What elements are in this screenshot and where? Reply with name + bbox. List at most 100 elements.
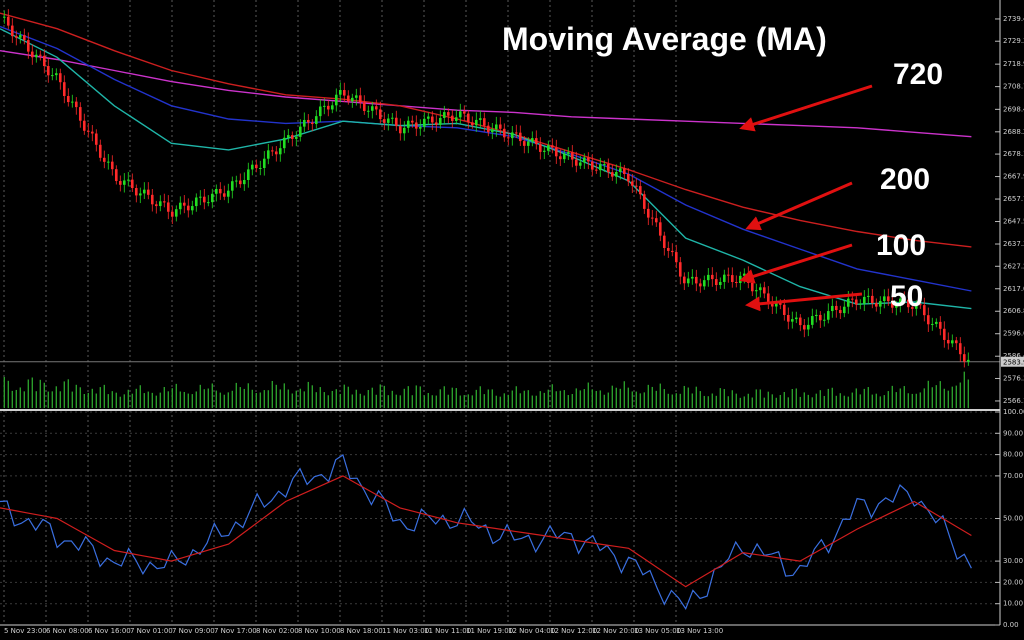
candle-body <box>838 310 842 314</box>
candle-body <box>466 113 470 123</box>
candle-body <box>254 164 258 169</box>
candle-body <box>190 206 194 211</box>
osc-tick-label: 70.00 <box>1003 472 1023 480</box>
osc-tick-label: 0.00 <box>1003 621 1019 629</box>
candle-body <box>850 298 854 300</box>
candle-body <box>930 323 934 325</box>
candle-body <box>290 135 294 139</box>
candle-body <box>502 128 506 138</box>
chart-title: Moving Average (MA) <box>502 21 827 57</box>
candle-body <box>590 161 594 170</box>
candle-body <box>402 127 406 134</box>
candle-body <box>710 274 714 280</box>
candle-body <box>906 299 910 308</box>
candle-body <box>442 112 446 118</box>
candle-body <box>902 298 906 300</box>
candle-body <box>50 75 54 77</box>
candle-body <box>890 301 894 308</box>
candle-body <box>186 205 190 211</box>
candle-body <box>158 201 162 207</box>
arrow-ma-200 <box>745 181 853 231</box>
candle-body <box>46 66 50 76</box>
candle-body <box>86 130 90 132</box>
osc-tick-label: 80.00 <box>1003 451 1023 459</box>
candle-body <box>602 164 606 166</box>
candle-body <box>102 157 106 162</box>
candle-body <box>382 119 386 123</box>
y-tick-label: 2596.6 <box>1003 330 1024 338</box>
candle-body <box>538 144 542 152</box>
candle-body <box>434 122 438 125</box>
arrow-ma-720 <box>739 84 873 132</box>
x-tick-label: 12 Nov 12:00 <box>550 627 597 635</box>
x-tick-label: 7 Nov 17:00 <box>214 627 257 635</box>
candle-body <box>878 301 882 307</box>
candle-body <box>810 316 814 325</box>
candle-body <box>790 319 794 322</box>
candle-body <box>226 190 230 197</box>
candle-body <box>2 16 6 18</box>
candle-body <box>706 274 710 281</box>
candle-body <box>122 180 126 185</box>
candle-body <box>270 150 274 152</box>
candle-body <box>54 73 58 76</box>
osc-tick-label: 10.00 <box>1003 600 1023 608</box>
candle-body <box>306 119 310 123</box>
candle-body <box>506 137 510 139</box>
candle-body <box>70 101 74 103</box>
candle-body <box>438 117 442 125</box>
candle-body <box>914 304 918 309</box>
candle-body <box>770 303 774 307</box>
candle-body <box>250 164 254 170</box>
candle-body <box>374 106 378 110</box>
candle-body <box>194 197 198 207</box>
candle-body <box>282 137 286 149</box>
candle-body <box>414 122 418 129</box>
y-tick-label: 2657.7 <box>1003 195 1024 203</box>
candlesticks <box>2 9 970 368</box>
candle-body <box>494 124 498 130</box>
candle-body <box>462 111 466 114</box>
candle-body <box>514 132 518 134</box>
ma-line-720 <box>0 50 972 138</box>
candle-body <box>66 95 70 103</box>
moving-average-lines <box>0 12 972 310</box>
candle-body <box>886 296 890 302</box>
candle-body <box>862 296 866 304</box>
candle-body <box>410 120 414 123</box>
y-tick-label: 2617.0 <box>1003 285 1024 293</box>
candle-body <box>390 117 394 119</box>
candle-body <box>578 162 582 166</box>
candle-body <box>642 194 646 209</box>
osc-tick-label: 30.00 <box>1003 557 1023 565</box>
candle-body <box>686 278 690 284</box>
candle-body <box>246 169 250 181</box>
candle-body <box>406 120 410 128</box>
y-tick-label: 2667.9 <box>1003 173 1024 181</box>
candle-body <box>966 359 970 362</box>
y-tick-label: 2647.5 <box>1003 218 1024 226</box>
candle-body <box>782 304 786 315</box>
candle-body <box>446 112 450 116</box>
candle-body <box>118 181 122 185</box>
candle-body <box>786 314 790 322</box>
y-tick-label: 2688.2 <box>1003 128 1024 136</box>
candle-body <box>238 180 242 185</box>
candle-body <box>98 144 102 158</box>
candle-body <box>298 126 302 137</box>
candle-body <box>942 328 946 340</box>
candle-body <box>854 299 858 305</box>
candle-body <box>934 321 938 324</box>
candle-body <box>558 156 562 160</box>
candle-body <box>926 315 930 325</box>
candle-body <box>174 209 178 217</box>
candle-body <box>598 164 602 171</box>
candle-body <box>750 282 754 292</box>
candle-body <box>202 196 206 203</box>
candle-body <box>302 119 306 127</box>
x-tick-label: 8 Nov 18:00 <box>340 627 383 635</box>
candle-body <box>814 314 818 317</box>
candle-body <box>114 169 118 182</box>
candle-body <box>426 116 430 119</box>
